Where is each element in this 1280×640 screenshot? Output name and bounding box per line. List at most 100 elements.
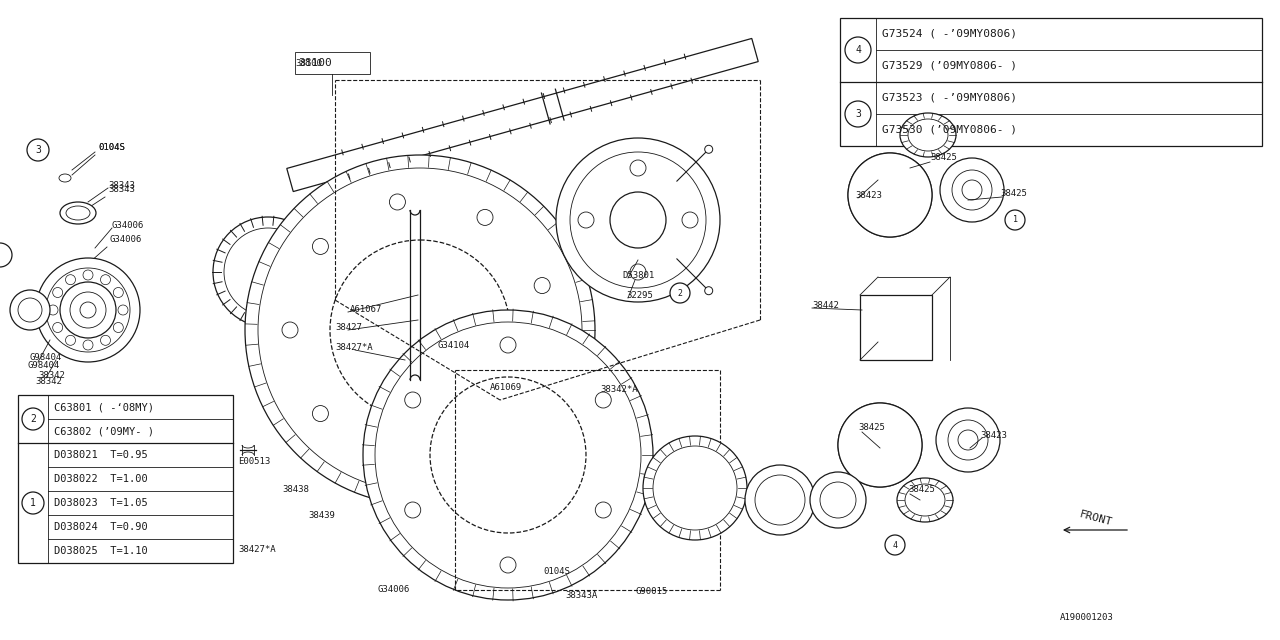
Ellipse shape [10,290,50,330]
Text: G73530 (’09MY0806- ): G73530 (’09MY0806- ) [882,125,1018,135]
Text: D038023  T=1.05: D038023 T=1.05 [54,498,147,508]
Ellipse shape [849,413,911,477]
Text: D038024  T=0.90: D038024 T=0.90 [54,522,147,532]
Ellipse shape [838,403,922,487]
Ellipse shape [312,239,329,255]
Ellipse shape [611,192,666,248]
Ellipse shape [404,392,421,408]
Ellipse shape [653,446,737,530]
Text: D038021  T=0.95: D038021 T=0.95 [54,450,147,460]
Ellipse shape [948,420,988,460]
Ellipse shape [114,323,123,333]
Circle shape [884,535,905,555]
Text: E00513: E00513 [238,458,270,467]
Ellipse shape [908,119,948,151]
Ellipse shape [630,264,646,280]
Text: 1: 1 [29,498,36,508]
Bar [18,395,233,563]
Ellipse shape [36,258,140,362]
Circle shape [845,101,870,127]
Ellipse shape [643,436,748,540]
Text: G73529 (’09MY0806- ): G73529 (’09MY0806- ) [882,61,1018,71]
Text: 38423: 38423 [980,431,1007,440]
Text: 0104S: 0104S [99,143,125,152]
Ellipse shape [900,113,956,157]
Ellipse shape [952,170,992,210]
Ellipse shape [477,435,493,451]
Ellipse shape [570,152,707,288]
Text: C63802 (’09MY- ): C63802 (’09MY- ) [54,426,154,436]
Ellipse shape [477,209,493,225]
Text: 38425: 38425 [858,424,884,433]
Ellipse shape [595,502,612,518]
Text: 38342*A: 38342*A [600,385,637,394]
Ellipse shape [534,367,550,383]
Ellipse shape [65,335,76,346]
Text: 3: 3 [855,109,861,119]
Text: 1: 1 [1012,216,1018,225]
Ellipse shape [682,212,698,228]
Ellipse shape [595,392,612,408]
Text: 38342: 38342 [38,371,65,380]
Ellipse shape [49,305,58,315]
Text: G90015: G90015 [635,588,667,596]
Ellipse shape [375,322,641,588]
Text: A190001203: A190001203 [1060,614,1114,623]
Ellipse shape [83,270,93,280]
Ellipse shape [963,180,982,200]
Text: D038025  T=1.10: D038025 T=1.10 [54,546,147,556]
Ellipse shape [705,145,713,154]
Ellipse shape [259,168,582,492]
Text: G98404: G98404 [29,353,63,362]
Ellipse shape [630,160,646,176]
Ellipse shape [745,465,815,535]
Text: G73523 ( -’09MY0806): G73523 ( -’09MY0806) [882,93,1018,103]
Text: 38442: 38442 [812,301,838,310]
Ellipse shape [364,310,653,600]
Text: 2: 2 [29,414,36,424]
Text: 38342: 38342 [35,378,61,387]
Circle shape [22,492,44,514]
Text: 0104S: 0104S [543,568,570,577]
Text: 38425: 38425 [931,154,957,163]
Text: 38100: 38100 [298,58,332,68]
Ellipse shape [330,240,509,420]
Text: 38343: 38343 [108,186,134,195]
Ellipse shape [79,302,96,318]
Circle shape [845,37,870,63]
Text: 0104S: 0104S [99,143,125,152]
Circle shape [1005,210,1025,230]
Text: C63801 ( -‘08MY): C63801 ( -‘08MY) [54,402,154,412]
Text: G34006: G34006 [110,236,142,244]
Ellipse shape [810,472,867,528]
Ellipse shape [404,502,421,518]
Text: 4: 4 [892,541,897,550]
Bar [294,52,370,74]
Text: 32295: 32295 [626,291,653,300]
Circle shape [27,139,49,161]
Ellipse shape [312,406,329,422]
Text: 38439: 38439 [308,511,335,520]
Ellipse shape [838,403,922,487]
Ellipse shape [820,482,856,518]
Ellipse shape [957,430,978,450]
Text: G98404: G98404 [28,360,60,369]
Bar [840,18,1262,146]
Text: D038022  T=1.00: D038022 T=1.00 [54,474,147,484]
Ellipse shape [389,450,406,466]
Text: 38100: 38100 [294,58,321,67]
Ellipse shape [46,268,131,352]
Text: 38427*A: 38427*A [335,344,372,353]
Text: G73524 ( -’09MY0806): G73524 ( -’09MY0806) [882,29,1018,39]
Ellipse shape [849,153,932,237]
Ellipse shape [83,340,93,350]
Text: 38343A: 38343A [564,591,598,600]
Ellipse shape [430,377,586,533]
Ellipse shape [534,278,550,294]
Ellipse shape [118,305,128,315]
Text: 38343: 38343 [108,180,134,189]
Ellipse shape [52,323,63,333]
Text: 4: 4 [855,45,861,55]
Ellipse shape [897,478,954,522]
Ellipse shape [60,282,116,338]
